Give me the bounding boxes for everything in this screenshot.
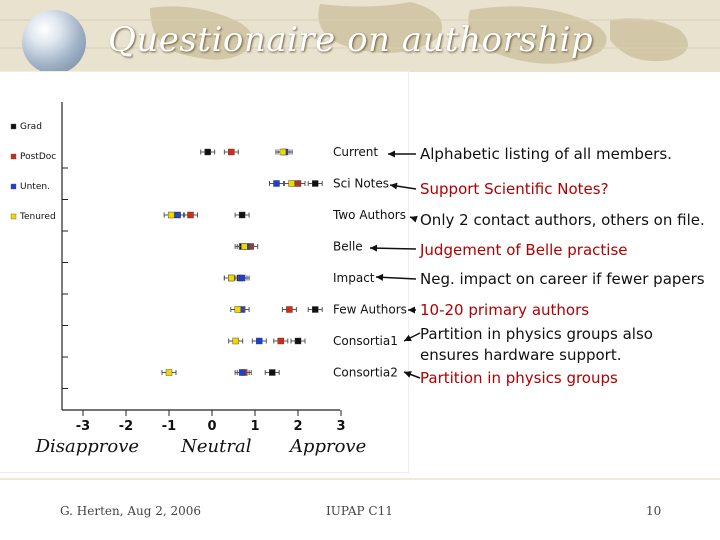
annotation-current: Alphabetic listing of all members.	[420, 145, 672, 163]
scale-label: Approve	[288, 436, 366, 457]
annotation-two-authors: Only 2 contact authors, others on file.	[420, 211, 705, 229]
slide-title: Questionaire on authorship	[108, 20, 594, 60]
legend-label: PostDoc	[20, 152, 56, 162]
data-point	[286, 306, 293, 313]
annotation-sci-notes: Support Scientific Notes?	[420, 180, 609, 198]
legend-label: Tenured	[19, 212, 56, 222]
x-tick-label: 0	[207, 419, 216, 434]
category-label: Few Authors	[333, 303, 407, 317]
data-point	[228, 148, 235, 156]
data-point	[277, 337, 284, 345]
x-tick-label: 3	[336, 419, 345, 434]
category-label: Consortia1	[333, 334, 398, 348]
annotation-consortia1-line1: Partition in physics groups also	[420, 325, 653, 343]
arrow-two-authors	[409, 216, 417, 220]
legend-marker	[10, 183, 17, 190]
data-point	[269, 369, 276, 376]
annotation-consortia2: Partition in physics groups	[420, 369, 618, 387]
data-point	[238, 274, 246, 282]
data-point	[238, 369, 246, 376]
data-point	[234, 306, 242, 313]
legend-label: Unten.	[20, 182, 50, 192]
footer-center: IUPAP C11	[326, 504, 393, 518]
data-point	[312, 180, 319, 187]
x-tick-label: 1	[250, 419, 259, 434]
legend-marker	[10, 213, 17, 220]
category-label: Sci Notes	[333, 177, 389, 191]
legend-marker	[10, 123, 17, 130]
category-label: Belle	[333, 240, 363, 254]
data-point	[232, 337, 239, 345]
globe-icon	[22, 10, 86, 72]
arrow-head	[410, 215, 418, 223]
category-label: Consortia2	[333, 366, 398, 380]
legend-label: Grad	[20, 122, 42, 132]
data-point	[204, 148, 211, 156]
data-point	[241, 243, 248, 250]
footer-author-date: G. Herten, Aug 2, 2006	[60, 504, 202, 518]
data-point	[288, 180, 295, 187]
x-tick-label: -3	[76, 419, 90, 434]
page-number: 10	[646, 504, 662, 518]
category-label: Current	[333, 145, 378, 159]
data-point	[187, 211, 194, 219]
dot-plot: -3 -2 -1 0 1 2 3 Disapprove Neutral Approve Curren…	[10, 102, 407, 457]
slide-footer: G. Herten, Aug 2, 2006 IUPAP C11 10	[0, 478, 720, 540]
data-point	[294, 337, 302, 345]
annotation-few-authors: 10-20 primary authors	[420, 301, 590, 319]
scale-label: Disapprove	[35, 436, 139, 457]
data-point	[238, 211, 246, 219]
data-point	[312, 306, 319, 313]
category-label: Impact	[333, 271, 375, 285]
data-point	[279, 148, 287, 156]
scale-label: Neutral	[180, 436, 252, 457]
x-tick-label: 2	[293, 419, 302, 434]
footer-divider	[0, 478, 720, 480]
data-point	[228, 274, 235, 282]
x-tick-label: -2	[119, 419, 133, 434]
data-point	[167, 211, 175, 219]
annotation-belle: Judgement of Belle practise	[420, 241, 628, 259]
category-label: Two Authors	[332, 208, 406, 222]
chart-panel: -3 -2 -1 0 1 2 3 Disapprove Neutral Approve Curren…	[0, 72, 408, 472]
data-point	[256, 337, 263, 345]
data-point	[165, 369, 173, 376]
data-point	[273, 180, 280, 187]
arrow-head	[408, 306, 415, 314]
world-map-background	[0, 2, 720, 64]
x-tick-label: -1	[162, 419, 176, 434]
title-banner: Questionaire on authorship	[0, 0, 720, 72]
annotation-consortia1-line2: ensures hardware support.	[420, 346, 622, 364]
legend-marker	[10, 153, 17, 160]
annotation-impact: Neg. impact on career if fewer papers	[420, 270, 705, 288]
